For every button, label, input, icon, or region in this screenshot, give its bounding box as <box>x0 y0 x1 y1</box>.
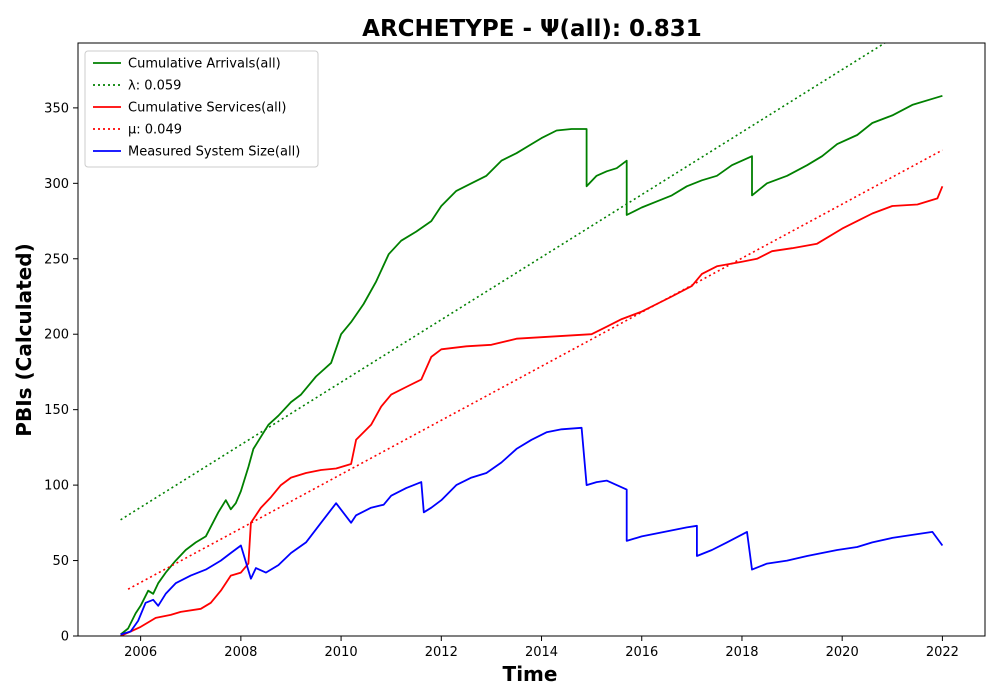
y-axis-title: PBIs (Calculated) <box>12 243 36 436</box>
legend-entry: Cumulative Arrivals(all) <box>128 57 281 72</box>
x-tick-label: 2016 <box>625 645 658 660</box>
y-tick-label: 150 <box>44 403 69 418</box>
y-tick-label: 250 <box>44 252 69 267</box>
legend-entry: μ: 0.049 <box>128 123 182 138</box>
x-tick-label: 2022 <box>926 645 959 660</box>
legend-entry: Measured System Size(all) <box>128 145 300 160</box>
legend: Cumulative Arrivals(all) λ: 0.059 Cumulati… <box>85 51 318 167</box>
x-tick-label: 2008 <box>224 645 257 660</box>
chart-title: ARCHETYPE - Ψ(all): 0.831 <box>362 16 702 42</box>
x-axis-title: Time <box>503 662 558 686</box>
x-tick-label: 2014 <box>525 645 558 660</box>
y-tick-label: 50 <box>52 554 69 569</box>
y-tick-label: 200 <box>44 328 69 343</box>
x-tick-label: 2020 <box>826 645 859 660</box>
x-tick-label: 2018 <box>725 645 758 660</box>
x-tick-label: 2006 <box>124 645 157 660</box>
y-tick-label: 0 <box>61 630 69 645</box>
legend-entry: Cumulative Services(all) <box>128 101 286 116</box>
y-tick-label: 350 <box>44 101 69 116</box>
legend-entry: λ: 0.059 <box>128 79 181 94</box>
y-tick-label: 100 <box>44 479 69 494</box>
y-tick-label: 300 <box>44 177 69 192</box>
x-tick-label: 2012 <box>425 645 458 660</box>
x-tick-label: 2010 <box>325 645 358 660</box>
